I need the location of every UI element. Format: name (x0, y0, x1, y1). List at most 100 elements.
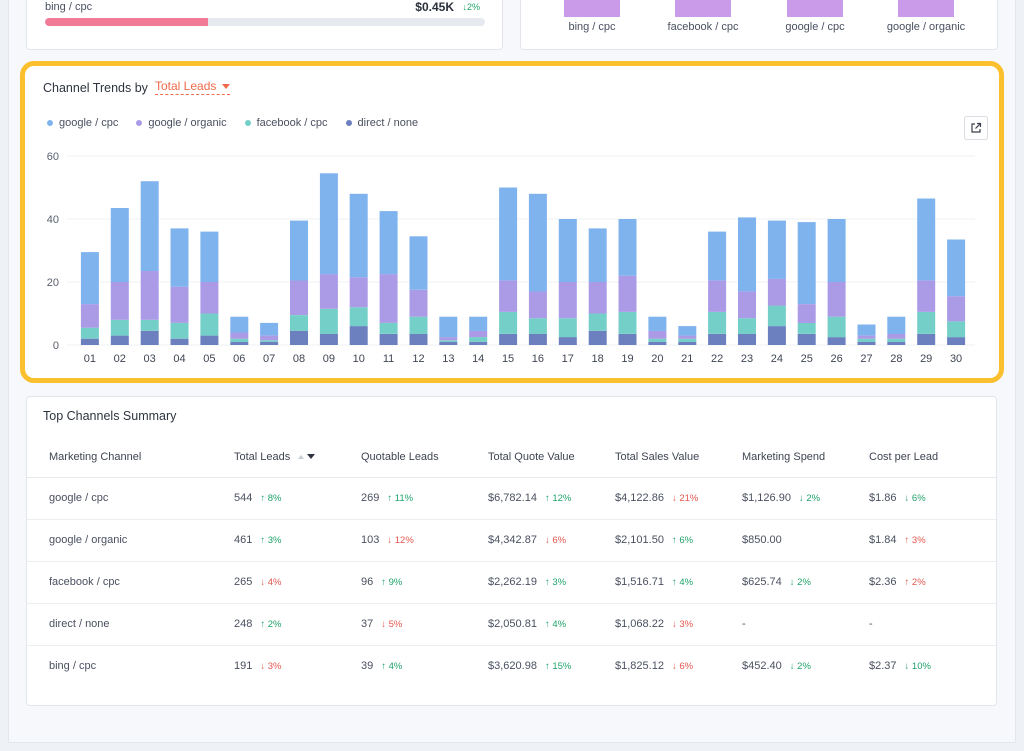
bar-segment-google-cpc[interactable] (827, 219, 846, 282)
bar-segment-google-organic[interactable] (469, 330, 488, 338)
bar-segment-google-organic[interactable] (827, 282, 846, 317)
bar-segment-direct-none[interactable] (767, 326, 786, 345)
legend-item[interactable]: direct / none (345, 117, 418, 129)
bar-segment-direct-none[interactable] (319, 334, 338, 345)
bar-segment-direct-none[interactable] (140, 330, 159, 345)
bar-segment-google-cpc[interactable] (80, 252, 99, 305)
legend-item[interactable]: google / organic (136, 117, 227, 129)
bar-segment-facebook-cpc[interactable] (439, 340, 458, 342)
bar-segment-google-cpc[interactable] (767, 220, 786, 279)
bar-segment-direct-none[interactable] (230, 341, 249, 345)
bar-segment-google-organic[interactable] (319, 274, 338, 309)
bar-segment-google-cpc[interactable] (678, 326, 697, 336)
bar-segment-facebook-cpc[interactable] (738, 318, 756, 334)
table-row[interactable]: direct / none 248 ↑ 2% 37 ↓ 5% $2,050.81 ↑ 4% $… (27, 603, 996, 646)
bar-segment-facebook-cpc[interactable] (857, 338, 876, 342)
bar-segment-facebook-cpc[interactable] (917, 311, 936, 334)
bar-segment-google-cpc[interactable] (857, 324, 876, 336)
bar-segment-google-cpc[interactable] (469, 316, 488, 331)
bar-segment-direct-none[interactable] (558, 337, 577, 345)
bar-segment-facebook-cpc[interactable] (110, 319, 129, 336)
bar-segment-direct-none[interactable] (648, 341, 667, 345)
bar-segment-google-cpc[interactable] (200, 231, 219, 282)
bar-segment-google-cpc[interactable] (409, 236, 428, 290)
bar-segment-google-organic[interactable] (260, 335, 279, 341)
bar-segment-facebook-cpc[interactable] (349, 307, 368, 327)
bar-segment-google-cpc[interactable] (140, 181, 159, 271)
bar-segment-facebook-cpc[interactable] (469, 337, 488, 342)
bar-segment-direct-none[interactable] (917, 334, 936, 345)
bar-segment-facebook-cpc[interactable] (887, 338, 906, 342)
table-row[interactable]: bing / cpc 191 ↓ 3% 39 ↑ 4% $3,620.98 ↑ 15% $1,… (27, 645, 996, 687)
bar-segment-google-cpc[interactable] (588, 228, 607, 282)
column-header[interactable]: Marketing Spend (720, 437, 847, 478)
bar-segment-facebook-cpc[interactable] (290, 315, 308, 331)
bar-segment-google-organic[interactable] (528, 291, 547, 319)
bar-segment-google-organic[interactable] (708, 280, 727, 312)
bar-segment-google-organic[interactable] (230, 332, 249, 339)
bar-segment-direct-none[interactable] (439, 341, 458, 345)
bar-segment-google-organic[interactable] (857, 335, 876, 339)
bar-segment-google-organic[interactable] (648, 330, 667, 339)
bar-segment-direct-none[interactable] (260, 341, 279, 345)
legend-item[interactable]: google / cpc (47, 117, 118, 129)
table-row[interactable]: google / cpc 544 ↑ 8% 269 ↑ 11% $6,782.14 ↑ 12… (27, 477, 996, 520)
column-header[interactable]: Quotable Leads (339, 437, 466, 478)
bar-segment-direct-none[interactable] (110, 335, 129, 345)
column-header[interactable]: Total Sales Value (593, 437, 720, 478)
bar-segment-facebook-cpc[interactable] (947, 321, 966, 338)
bar-segment-direct-none[interactable] (200, 335, 219, 345)
column-header-sorted[interactable]: Total Leads (212, 437, 339, 478)
bar-segment-google-cpc[interactable] (349, 193, 368, 278)
bar-segment-direct-none[interactable] (857, 341, 876, 345)
bar-segment-google-cpc[interactable] (947, 239, 966, 297)
bar-segment-google-cpc[interactable] (319, 173, 338, 275)
bar-segment-facebook-cpc[interactable] (558, 318, 577, 338)
bar-segment-google-cpc[interactable] (170, 228, 189, 287)
bar-segment-google-organic[interactable] (767, 278, 786, 306)
bar-segment-direct-none[interactable] (170, 338, 189, 345)
bar-segment-google-cpc[interactable] (110, 208, 129, 282)
bar-segment-google-organic[interactable] (917, 280, 936, 312)
bar-segment-google-cpc[interactable] (290, 220, 308, 281)
column-header[interactable]: Marketing Channel (27, 437, 212, 478)
bar-segment-facebook-cpc[interactable] (200, 313, 219, 336)
bar-segment-facebook-cpc[interactable] (827, 316, 846, 338)
bar-segment-google-cpc[interactable] (917, 198, 936, 281)
bar-segment-facebook-cpc[interactable] (319, 308, 338, 334)
bar-segment-facebook-cpc[interactable] (528, 318, 547, 334)
bar-segment-facebook-cpc[interactable] (648, 338, 667, 342)
bar-segment-google-organic[interactable] (170, 286, 189, 323)
bar-segment-facebook-cpc[interactable] (80, 327, 99, 339)
bar-segment-google-organic[interactable] (200, 282, 219, 314)
bar-segment-facebook-cpc[interactable] (678, 338, 697, 342)
bar-segment-facebook-cpc[interactable] (499, 311, 518, 334)
bar-segment-facebook-cpc[interactable] (708, 311, 727, 334)
bar-segment-direct-none[interactable] (588, 330, 607, 345)
metric-dropdown[interactable]: Total Leads (155, 79, 231, 95)
bar-segment-google-organic[interactable] (110, 282, 129, 320)
bar-segment-direct-none[interactable] (80, 338, 99, 345)
bar-segment-direct-none[interactable] (827, 337, 846, 345)
bar-segment-direct-none[interactable] (797, 334, 816, 345)
bar-segment-google-organic[interactable] (588, 282, 607, 314)
bar-segment-google-cpc[interactable] (648, 316, 667, 331)
bar-segment-facebook-cpc[interactable] (170, 322, 189, 339)
bar-segment-google-organic[interactable] (558, 282, 577, 319)
bar-segment-google-organic[interactable] (947, 296, 966, 322)
bar-segment-direct-none[interactable] (618, 334, 637, 345)
bar-segment-google-cpc[interactable] (499, 187, 518, 281)
bar-segment-google-cpc[interactable] (379, 211, 398, 275)
bar-segment-google-organic[interactable] (409, 289, 428, 317)
bar-segment-direct-none[interactable] (678, 341, 697, 345)
bar-segment-facebook-cpc[interactable] (140, 319, 159, 331)
column-header[interactable]: Total Quote Value (466, 437, 593, 478)
bar-segment-google-cpc[interactable] (797, 222, 816, 304)
legend-item[interactable]: facebook / cpc (244, 117, 328, 129)
bar-segment-facebook-cpc[interactable] (409, 316, 428, 334)
bar-segment-google-cpc[interactable] (260, 322, 279, 336)
bar-segment-google-organic[interactable] (618, 275, 637, 312)
table-row[interactable]: google / organic 461 ↑ 3% 103 ↓ 12% $4,342.87… (27, 519, 996, 562)
bar-segment-google-cpc[interactable] (230, 316, 249, 333)
bar-segment-direct-none[interactable] (738, 334, 756, 345)
